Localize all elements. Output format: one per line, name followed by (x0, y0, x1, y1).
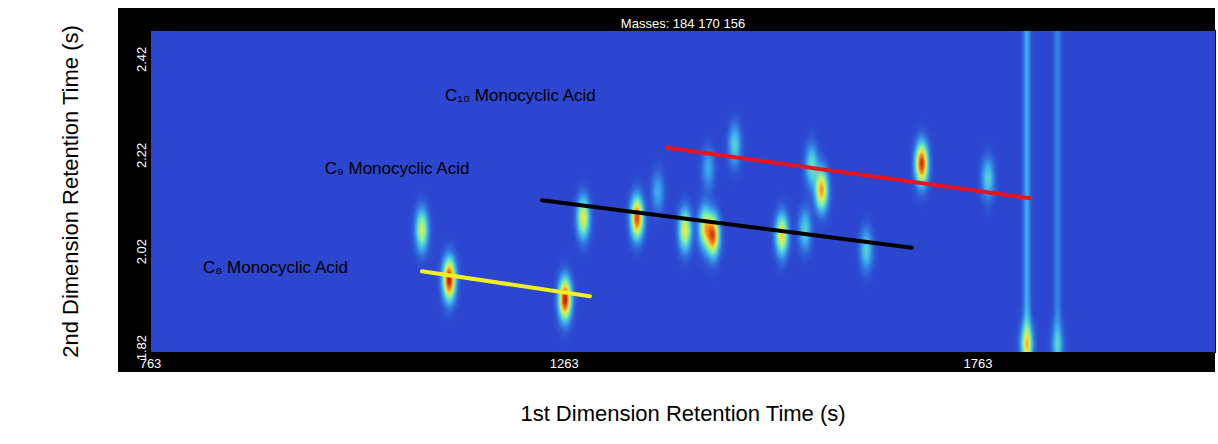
svg-text:2.22: 2.22 (134, 143, 149, 168)
svg-text:2.42: 2.42 (134, 47, 149, 72)
svg-text:1st Dimension Retention Time (: 1st Dimension Retention Time (s) (520, 401, 845, 426)
svg-text:C₁₀ Monocyclic Acid: C₁₀ Monocyclic Acid (445, 86, 596, 105)
svg-text:C₉ Monocyclic Acid: C₉ Monocyclic Acid (325, 159, 470, 178)
svg-text:2nd Dimension Retention Time (: 2nd Dimension Retention Time (s) (58, 25, 83, 358)
svg-text:2.02: 2.02 (134, 239, 149, 264)
svg-text:Masses: 184 170 156: Masses: 184 170 156 (621, 16, 745, 31)
svg-text:1.82: 1.82 (134, 335, 149, 360)
svg-text:1763: 1763 (964, 356, 993, 371)
svg-text:763: 763 (139, 355, 162, 371)
svg-text:C₈ Monocyclic Acid: C₈ Monocyclic Acid (203, 258, 348, 277)
svg-text:1263: 1263 (550, 356, 579, 371)
